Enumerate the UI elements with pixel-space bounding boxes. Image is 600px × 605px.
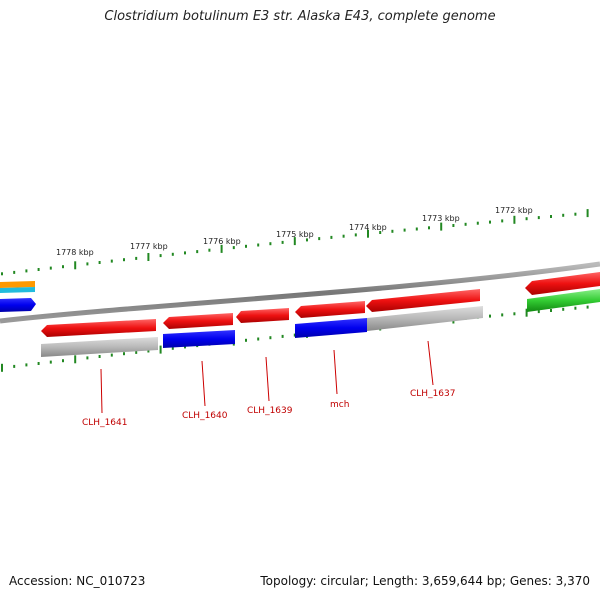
gene-mch-arrow[interactable] bbox=[295, 301, 365, 318]
gene-red-partial-right[interactable] bbox=[525, 272, 600, 295]
tick-label-1778: 1778 kbp bbox=[56, 248, 94, 257]
label-connectors bbox=[100, 340, 434, 414]
feature-CLH_1637-track[interactable] bbox=[367, 306, 483, 331]
connector-CLH_1637 bbox=[427, 340, 434, 386]
connector-CLH_1640 bbox=[201, 360, 206, 407]
inner-tick-track bbox=[1, 305, 589, 372]
genome-backbone bbox=[0, 261, 600, 324]
feature-mch-track[interactable] bbox=[295, 318, 367, 338]
feature-cyan-partial[interactable] bbox=[0, 287, 35, 293]
tick-labels: 1778 kbp 1777 kbp 1776 kbp 1775 kbp 1774… bbox=[56, 206, 533, 257]
gene-label-CLH_1639[interactable]: CLH_1639 bbox=[247, 406, 293, 416]
tick-label-1776: 1776 kbp bbox=[203, 237, 241, 246]
feature-CLH_1640-track[interactable] bbox=[163, 330, 235, 348]
gene-CLH_1637-arrow[interactable] bbox=[366, 289, 480, 312]
tick-label-1774: 1774 kbp bbox=[349, 223, 387, 232]
gene-label-CLH_1641[interactable]: CLH_1641 bbox=[82, 418, 127, 428]
outer-tick-track bbox=[1, 209, 589, 276]
feature-orange-partial[interactable] bbox=[0, 281, 35, 288]
gene-CLH_1640-arrow[interactable] bbox=[163, 313, 233, 329]
tick-label-1773: 1773 kbp bbox=[422, 214, 460, 223]
tick-label-1772: 1772 kbp bbox=[495, 206, 533, 215]
connector-CLH_1639 bbox=[265, 356, 270, 402]
genome-summary-text: Topology: circular; Length: 3,659,644 bp… bbox=[260, 574, 590, 588]
tick-label-1775: 1775 kbp bbox=[276, 230, 314, 239]
tick-label-1777: 1777 kbp bbox=[130, 242, 168, 251]
gene-CLH_1641-arrow[interactable] bbox=[41, 319, 156, 337]
page-title: Clostridium botulinum E3 str. Alaska E43… bbox=[104, 9, 496, 24]
connector-CLH_1641 bbox=[100, 368, 103, 414]
feature-green-partial-right[interactable] bbox=[527, 289, 600, 312]
gene-label-CLH_1640[interactable]: CLH_1640 bbox=[182, 411, 228, 421]
connector-mch bbox=[333, 349, 338, 395]
accession-text: Accession: NC_010723 bbox=[9, 574, 146, 588]
gene-CLH_1639-arrow[interactable] bbox=[236, 308, 289, 323]
feature-blue-partial[interactable] bbox=[0, 298, 36, 312]
feature-CLH_1641-track[interactable] bbox=[41, 337, 158, 357]
gene-label-CLH_1637[interactable]: CLH_1637 bbox=[410, 389, 455, 399]
gene-label-mch[interactable]: mch bbox=[330, 400, 349, 410]
